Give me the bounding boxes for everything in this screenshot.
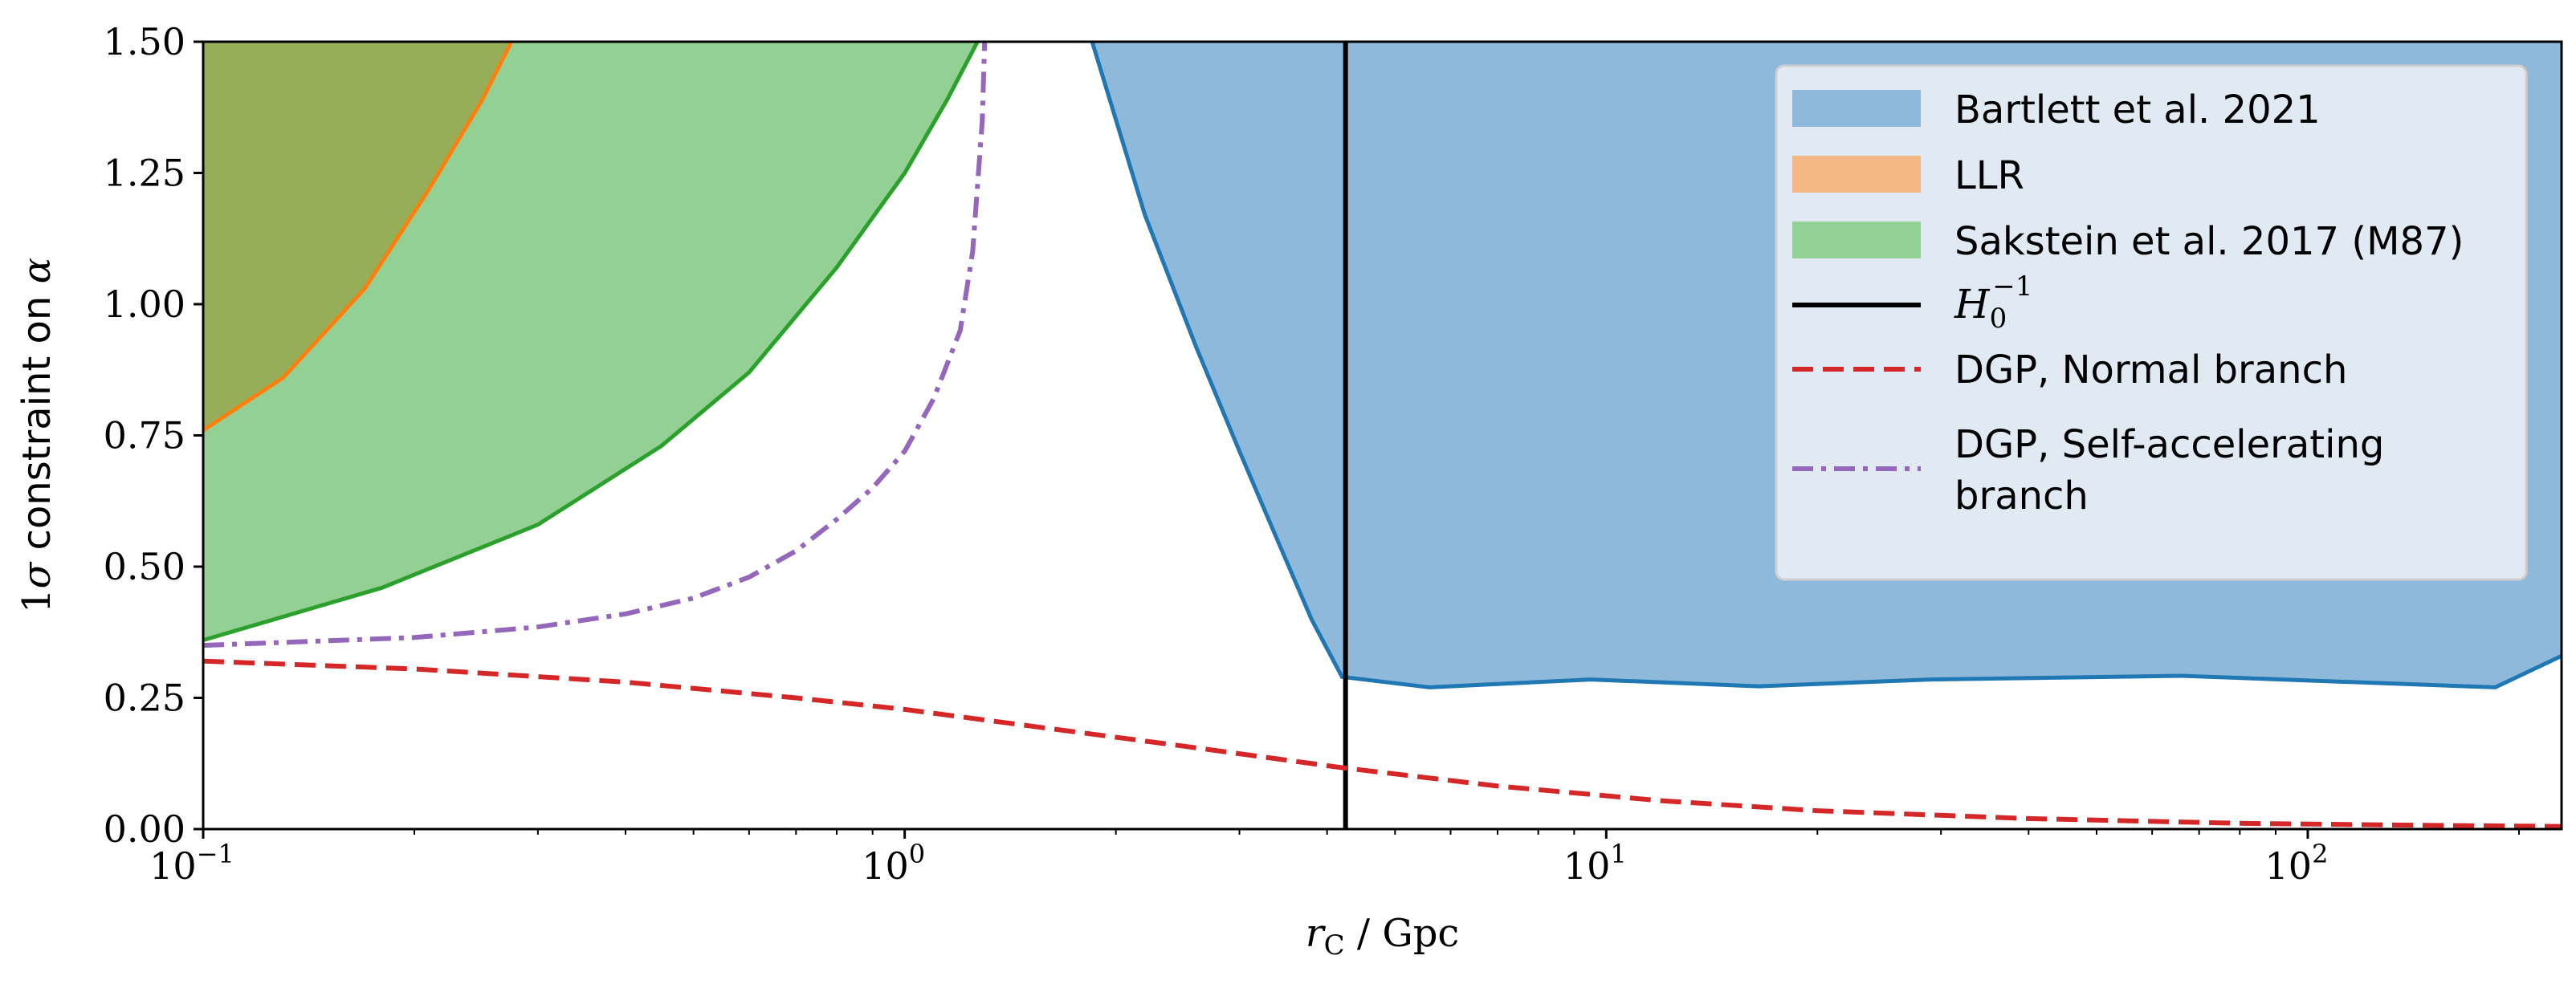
axes: 0.00 0.25 0.50 0.75 1.00 1.25 1.50 10−1 100 101 10… bbox=[104, 20, 2520, 888]
region-overlap bbox=[203, 42, 512, 430]
legend-label-2: Sakstein et al. 2017 (M87) bbox=[1954, 219, 2464, 264]
y-tick-label-3: 0.75 bbox=[104, 414, 185, 457]
legend-label-3: H0−1 bbox=[1954, 270, 2032, 335]
x-axis-label-sub: C bbox=[1324, 929, 1345, 962]
y-axis-label-sigma: σ bbox=[14, 561, 59, 588]
y-axis-label: 1σ constraint on α bbox=[14, 258, 59, 613]
legend-box bbox=[1775, 64, 2528, 581]
x-tick-label-3: 102 bbox=[2265, 839, 2329, 888]
legend-label-0: Bartlett et al. 2021 bbox=[1954, 87, 2321, 132]
legend-label-4: DGP, Normal branch bbox=[1954, 348, 2347, 392]
y-axis-label-prefix: 1 bbox=[14, 588, 59, 613]
region-edge-2 bbox=[203, 42, 980, 642]
legend: Bartlett et al. 2021 LLR Sakstein et al. 2… bbox=[1775, 64, 2528, 581]
y-tick-label-6: 1.50 bbox=[104, 20, 185, 63]
legend-label-5: DGP, Self-accelerating bbox=[1954, 422, 2384, 467]
y-tick-label-5: 1.25 bbox=[104, 152, 185, 195]
region-edge-0 bbox=[1090, 42, 2562, 689]
y-tick-label-0: 0.00 bbox=[104, 807, 185, 851]
legend-label-5-line2: branch bbox=[1954, 474, 2089, 518]
series-line-4 bbox=[203, 658, 2562, 829]
y-axis-label-alpha: α bbox=[14, 258, 59, 283]
x-axis-label: rC / Gpc bbox=[1306, 911, 1460, 962]
y-tick-label-2: 0.50 bbox=[104, 545, 185, 588]
y-axis-label-mid: constraint on bbox=[14, 283, 59, 562]
x-tick-label-0: 10−1 bbox=[149, 839, 234, 888]
x-axis-label-rest: / Gpc bbox=[1345, 911, 1460, 956]
series-line-5 bbox=[203, 42, 988, 649]
y-tick-label-1: 0.25 bbox=[104, 677, 185, 720]
x-tick-label-1: 100 bbox=[862, 839, 925, 888]
legend-swatch-1 bbox=[1792, 156, 1921, 193]
y-tick-label-4: 1.00 bbox=[104, 283, 185, 326]
x-tick-label-2: 101 bbox=[1563, 839, 1627, 888]
legend-label-1: LLR bbox=[1954, 153, 2024, 198]
legend-swatch-0 bbox=[1792, 90, 1921, 127]
region-edge-overlap bbox=[203, 42, 514, 433]
x-axis-label-main: r bbox=[1306, 911, 1327, 956]
legend-swatch-2 bbox=[1792, 222, 1921, 258]
